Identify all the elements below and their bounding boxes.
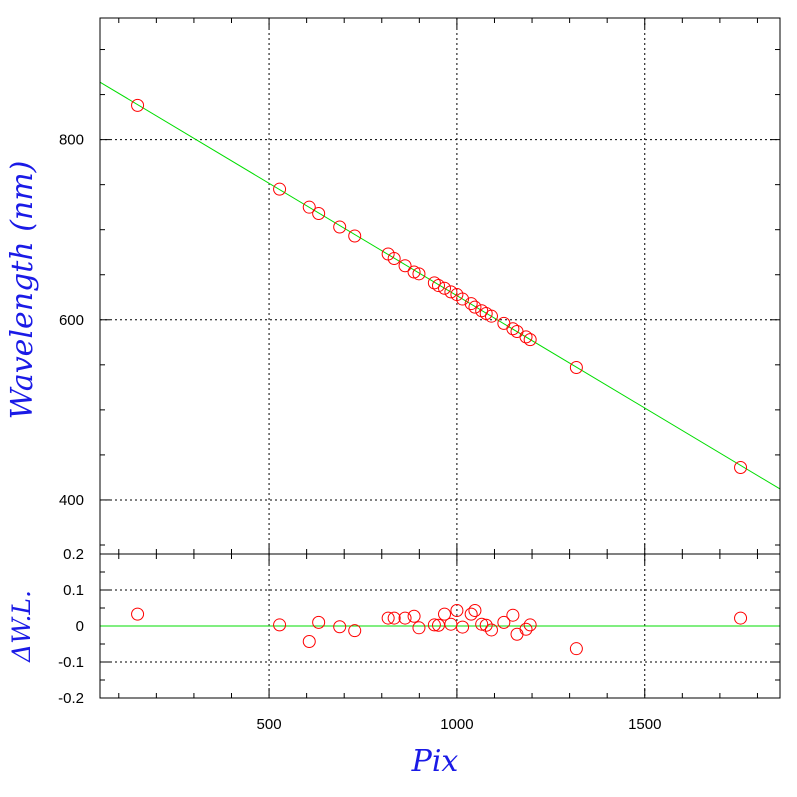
y-tick-label: 600 — [59, 312, 84, 329]
data-point — [468, 300, 482, 314]
residual-panel: -0.2 -0.1 0 0.1 0.2 500 1000 1500 — [58, 546, 781, 733]
data-point — [398, 611, 412, 625]
data-point — [506, 608, 520, 622]
data-point — [427, 276, 441, 290]
y-tick-label: 0.1 — [63, 582, 84, 599]
residual-y-axis-title: ΔW.L. — [7, 590, 36, 663]
data-point — [273, 618, 287, 632]
data-point — [131, 98, 145, 112]
data-point — [569, 642, 583, 656]
data-point — [302, 634, 316, 648]
x-tick-label: 1500 — [628, 716, 661, 733]
data-point — [519, 622, 533, 636]
data-point — [468, 604, 482, 618]
fit-panel: 400 600 800 — [59, 17, 781, 555]
data-point — [569, 361, 583, 375]
data-point — [438, 281, 452, 295]
residual-plot-frame — [99, 553, 781, 699]
data-point — [734, 461, 748, 475]
data-point — [484, 309, 498, 323]
x-tick-label: 1000 — [440, 716, 473, 733]
data-point — [484, 623, 498, 637]
y-tick-label: 800 — [59, 132, 84, 149]
data-point — [387, 611, 401, 625]
data-point — [312, 206, 326, 220]
data-point — [387, 252, 401, 266]
data-point — [333, 620, 347, 634]
y-tick-label: -0.2 — [58, 690, 84, 707]
data-point — [312, 615, 326, 629]
data-point — [519, 330, 533, 344]
fit-tick-marks — [100, 18, 780, 554]
data-point — [348, 624, 362, 638]
residual-points — [131, 604, 748, 656]
fit-gridlines — [100, 18, 780, 554]
data-point — [464, 607, 478, 621]
y-tick-label: -0.1 — [58, 654, 84, 671]
fit-points — [131, 98, 748, 475]
data-point — [333, 220, 347, 234]
data-point — [381, 611, 395, 625]
data-point — [438, 607, 452, 621]
data-point — [273, 182, 287, 196]
data-point — [456, 292, 470, 306]
y-tick-label: 0.2 — [63, 546, 84, 563]
data-point — [497, 615, 511, 629]
data-point — [407, 609, 421, 623]
data-point — [734, 611, 748, 625]
data-point — [450, 604, 464, 618]
data-point — [523, 618, 537, 632]
data-point — [412, 267, 426, 281]
y-axis-title: Wavelength (nm) — [5, 161, 40, 420]
data-point — [348, 229, 362, 243]
data-point — [523, 333, 537, 347]
data-point — [464, 297, 478, 311]
data-point — [427, 618, 441, 632]
data-point — [510, 627, 524, 641]
data-point — [412, 621, 426, 635]
y-tick-label: 400 — [59, 492, 84, 509]
data-point — [479, 618, 493, 632]
data-point — [131, 607, 145, 621]
data-point — [398, 259, 412, 273]
residual-y-tick-labels: -0.2 -0.1 0 0.1 0.2 — [58, 546, 84, 707]
x-tick-label: 500 — [257, 716, 282, 733]
y-tick-label: 0 — [76, 618, 84, 635]
data-point — [444, 617, 458, 631]
data-point — [506, 322, 520, 336]
data-point — [456, 620, 470, 634]
data-point — [475, 617, 489, 631]
x-axis-title: Pix — [411, 744, 459, 779]
x-tick-labels: 500 1000 1500 — [257, 716, 662, 733]
data-point — [302, 200, 316, 214]
fit-y-tick-labels: 400 600 800 — [59, 132, 84, 509]
data-point — [444, 285, 458, 299]
data-point — [431, 279, 445, 293]
